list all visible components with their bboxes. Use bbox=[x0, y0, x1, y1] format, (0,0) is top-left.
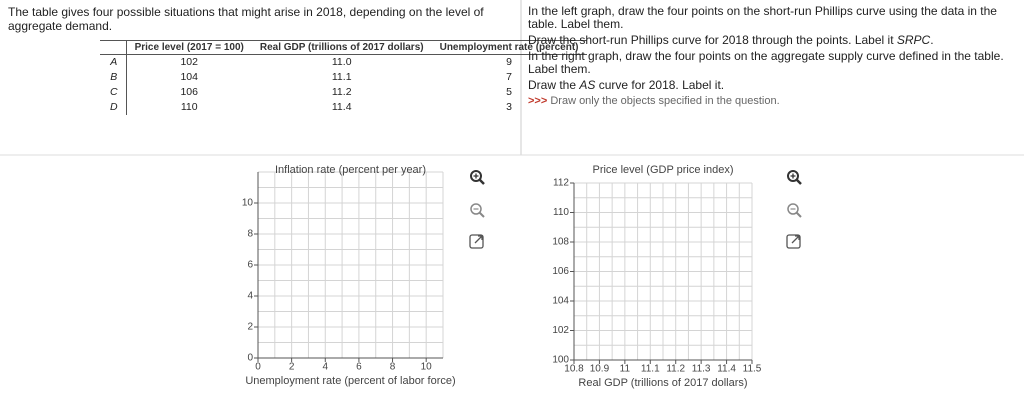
table-cell: 104 bbox=[180, 71, 198, 83]
zoom-in[interactable] bbox=[787, 170, 802, 185]
instruction-text: Draw the bbox=[528, 78, 580, 92]
table-cell: 102 bbox=[180, 56, 198, 68]
x-tick-label: 0 bbox=[255, 362, 261, 373]
x-axis-title: Unemployment rate (percent of labor forc… bbox=[245, 375, 455, 387]
table-cell: 11.0 bbox=[331, 56, 352, 68]
y-tick-label: 104 bbox=[552, 296, 569, 307]
instructions: In the left graph, draw the four points … bbox=[528, 5, 1018, 111]
x-tick-label: 10.8 bbox=[564, 364, 584, 375]
table-row: C 106 11.2 5 bbox=[100, 85, 587, 100]
x-tick-label: 10.9 bbox=[590, 364, 610, 375]
y-tick-label: 112 bbox=[553, 178, 569, 189]
y-tick-label: 6 bbox=[247, 260, 253, 271]
instruction-text: In the left graph, draw the four points … bbox=[528, 4, 997, 31]
table-cell: 5 bbox=[506, 86, 512, 98]
zoom-in[interactable] bbox=[470, 170, 485, 185]
y-axis-title: Inflation rate (percent per year) bbox=[275, 164, 426, 176]
table-cell: D bbox=[100, 100, 127, 115]
table-header: Real GDP (trillions of 2017 dollars) bbox=[251, 40, 432, 55]
instruction: Draw the AS curve for 2018. Label it. bbox=[528, 79, 1018, 92]
zoom-out[interactable] bbox=[787, 203, 802, 218]
table-row: A 102 11.0 9 bbox=[100, 54, 587, 70]
x-tick-label: 10 bbox=[421, 362, 433, 373]
table-cell: 110 bbox=[180, 101, 198, 113]
table-header: Price level (2017 = 100) bbox=[126, 40, 252, 55]
instruction: In the right graph, draw the four points… bbox=[528, 50, 1018, 76]
intro-text: The table gives four possible situations… bbox=[8, 5, 484, 33]
y-tick-label: 108 bbox=[552, 237, 569, 248]
table-row: B 104 11.1 7 bbox=[100, 70, 587, 85]
y-tick-label: 2 bbox=[247, 322, 253, 333]
x-axis-title: Real GDP (trillions of 2017 dollars) bbox=[578, 377, 747, 389]
table-cell: C bbox=[100, 85, 127, 100]
x-tick-label: 11.2 bbox=[666, 364, 685, 375]
y-axis-title: Price level (GDP price index) bbox=[592, 164, 733, 176]
hint-text: Draw only the objects specified in the q… bbox=[550, 95, 780, 107]
x-tick-label: 11.3 bbox=[692, 364, 711, 375]
table-cell: 9 bbox=[506, 56, 512, 68]
x-tick-label: 11.4 bbox=[717, 364, 736, 375]
x-tick-label: 2 bbox=[289, 362, 295, 373]
y-tick-label: 4 bbox=[247, 291, 253, 302]
y-tick-label: 10 bbox=[242, 198, 254, 209]
instruction: In the left graph, draw the four points … bbox=[528, 5, 1018, 31]
x-tick-label: 11.1 bbox=[641, 364, 660, 375]
table-cell: A bbox=[100, 54, 127, 70]
data-table: Price level (2017 = 100) Real GDP (trill… bbox=[100, 40, 587, 115]
y-tick-label: 106 bbox=[552, 266, 569, 277]
x-tick-label: 6 bbox=[356, 362, 362, 373]
table-cell: B bbox=[100, 70, 127, 85]
instruction-text: . bbox=[930, 33, 934, 47]
zoom-out[interactable] bbox=[470, 203, 485, 218]
instruction-emphasis: AS bbox=[579, 78, 596, 92]
table-cell: 11.2 bbox=[331, 86, 352, 98]
y-tick-label: 8 bbox=[247, 229, 253, 240]
y-tick-label: 0 bbox=[247, 353, 253, 364]
x-tick-label: 4 bbox=[322, 362, 328, 373]
hint: >>> Draw only the objects specified in t… bbox=[528, 95, 1018, 108]
table-cell: 106 bbox=[180, 86, 198, 98]
x-tick-label: 11 bbox=[620, 364, 631, 375]
table-cell: 7 bbox=[506, 71, 512, 83]
instruction-text: curve for 2018. Label it. bbox=[595, 78, 725, 92]
x-tick-label: 11.5 bbox=[743, 364, 762, 375]
y-tick-label: 102 bbox=[552, 325, 569, 336]
instruction: Draw the short-run Phillips curve for 20… bbox=[528, 34, 1018, 47]
open-new[interactable] bbox=[469, 234, 484, 249]
instruction-text: In the right graph, draw the four points… bbox=[528, 49, 1004, 76]
table-header: Unemployment rate (percent) bbox=[431, 40, 587, 55]
instruction-text: Draw the short-run Phillips curve for 20… bbox=[528, 33, 897, 47]
hint-marker: >>> bbox=[528, 95, 548, 107]
instruction-emphasis: SRPC bbox=[896, 33, 931, 47]
table-cell: 11.1 bbox=[331, 71, 352, 83]
table-cell: 3 bbox=[506, 101, 512, 113]
table-row: D 110 11.4 3 bbox=[100, 100, 587, 115]
y-tick-label: 100 bbox=[552, 355, 569, 366]
open-new[interactable] bbox=[786, 234, 801, 249]
x-tick-label: 8 bbox=[390, 362, 396, 373]
table-cell: 11.4 bbox=[331, 101, 352, 113]
y-tick-label: 110 bbox=[553, 207, 569, 218]
